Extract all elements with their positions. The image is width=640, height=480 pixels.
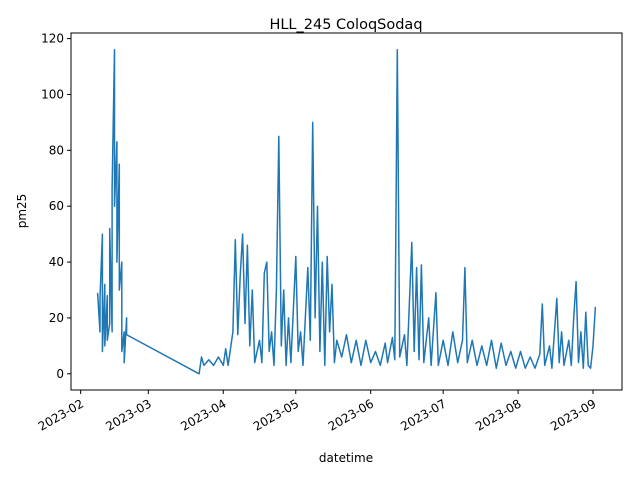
y-tick-label: 100 xyxy=(41,87,64,101)
x-axis: 2023-02 2023-03 2023-04 2023-05 2023-06 2023-… xyxy=(36,390,599,434)
x-tick-label: 2023-05 xyxy=(251,396,301,433)
y-tick-label: 120 xyxy=(41,32,64,46)
y-tick-label: 60 xyxy=(49,199,64,213)
y-axis-title: pm25 xyxy=(15,194,29,229)
x-axis-title: datetime xyxy=(319,451,373,465)
x-tick-label: 2023-07 xyxy=(398,396,448,433)
series-layer xyxy=(96,49,597,375)
x-tick-label: 2023-08 xyxy=(473,396,523,433)
y-tick-label: 40 xyxy=(49,255,64,269)
series-line-0 xyxy=(96,49,597,375)
y-tick-label: 80 xyxy=(49,143,64,157)
y-tick-label: 20 xyxy=(49,311,64,325)
x-tick-label: 2023-04 xyxy=(178,396,228,433)
x-tick-label: 2023-06 xyxy=(326,396,376,433)
x-tick-label: 2023-09 xyxy=(548,396,598,433)
x-tick-label: 2023-02 xyxy=(36,396,86,433)
x-tick-label: 2023-03 xyxy=(103,396,153,433)
plot-frame xyxy=(70,32,623,391)
y-axis: 0 20 40 60 80 100 120 xyxy=(41,32,71,381)
chart-title: HLL_245 ColoqSodaq xyxy=(269,17,422,33)
y-tick-label: 0 xyxy=(56,367,64,381)
